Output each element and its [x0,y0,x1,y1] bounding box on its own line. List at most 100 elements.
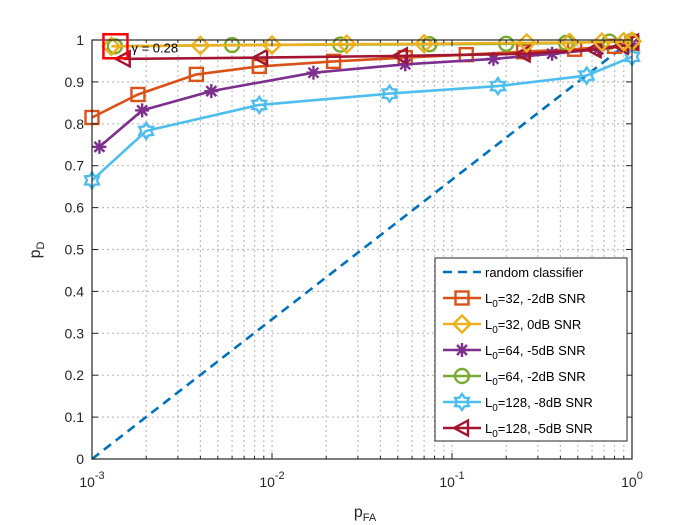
legend-label: L0=128, -8dB SNR [485,395,593,414]
hexagram-marker [380,83,399,104]
diamond-marker [413,33,435,54]
diamond-marker [101,36,122,57]
square-marker [188,66,205,83]
circle-marker [453,367,471,385]
legend-item: L0=64, -5dB SNR [443,343,586,362]
asterisk-stroke [307,66,320,79]
hexagram-marker [137,120,155,142]
triangle-left-marker [390,46,409,66]
asterisk-marker [545,46,560,61]
asterisk-marker [398,57,413,72]
legend-item: random classifier [443,265,584,280]
y-tick-label: 1 [76,32,84,48]
y-tick-label: 0.8 [65,116,85,132]
y-tick-label: 0.1 [65,409,85,425]
asterisk-stroke [93,140,106,153]
x-tick-label-base: 10 [439,474,455,490]
legend-item: L0=64, -2dB SNR [443,367,586,388]
hexagram-marker [453,391,471,413]
legend-label-main: L [485,291,492,306]
legend-label: L0=64, -2dB SNR [485,369,586,388]
legend-item: L0=128, -8dB SNR [443,391,593,414]
y-axis-label-sub: D [35,242,47,250]
legend-label: L0=32, 0dB SNR [485,317,581,336]
x-axis-label-sub: FA [363,512,377,524]
y-axis-label: pD [27,242,47,259]
square-marker [454,290,470,306]
x-tick-label: 10-2 [259,470,284,490]
legend-label-main: L [485,421,492,436]
annotation-highlight-box [102,33,129,60]
series-line [111,40,633,48]
diamond-marker [613,31,634,52]
x-tick-label-exponent: -3 [95,470,105,482]
y-tick-label: 0.6 [65,200,85,216]
legend-label-main: L [485,317,492,332]
asterisk-marker [204,84,219,99]
x-axis-label-main: p [354,504,363,521]
legend-label-rest: =32, 0dB SNR [498,317,581,332]
triangle-left-marker [513,44,531,64]
diamond-marker [451,313,473,335]
square-marker [325,53,342,70]
legend-label-main: L [485,395,492,410]
legend-label: L0=64, -5dB SNR [485,343,586,362]
y-tick-label: 0.9 [65,74,85,90]
series-layer [83,31,643,461]
asterisk-stroke [136,104,149,117]
hexagram-marker [577,65,596,86]
y-tick-label: 0.4 [65,283,85,299]
triangle-left-marker [250,48,269,68]
x-tick-label-exponent: -1 [455,470,465,482]
axis-labels: pFA pD [27,242,377,524]
x-tick-label-exponent: 0 [637,470,643,482]
asterisk-stroke [205,85,218,97]
y-tick-label: 0 [76,451,84,467]
legend-label-rest: =64, -5dB SNR [498,343,586,358]
legend-item: L0=32, 0dB SNR [443,313,581,336]
y-axis-label-main: p [27,249,44,258]
random-classifier-line [91,38,633,461]
asterisk-marker [135,103,150,118]
y-tick-label: 0.7 [65,158,85,174]
legend-label-sub: 0 [492,429,498,440]
legend-label-sub: 0 [492,325,498,336]
diamond-marker [591,31,613,53]
legend-item: L0=32, -2dB SNR [443,290,586,310]
x-tick-label-base: 10 [259,474,275,490]
axes-frame [91,39,633,460]
legend-item: L0=128, -5dB SNR [443,418,593,440]
x-tick-label-base: 10 [621,474,637,490]
y-tick-label: 0.2 [65,367,85,383]
legend-label-main: L [485,343,492,358]
series-6 [113,32,640,69]
legend-label-main: L [485,369,492,384]
triangle-left-marker [113,49,131,69]
legend-label-sub: 0 [492,403,498,414]
legend-label-rest: =64, -2dB SNR [498,369,586,384]
x-axis-label: pFA [354,504,377,524]
diamond-marker [261,34,283,56]
hexagram-marker [489,75,507,97]
asterisk-stroke [399,58,412,71]
diamond-marker [190,35,211,56]
asterisk-marker [455,343,469,357]
series-line [91,55,633,182]
square-marker [130,86,146,103]
legend-label: L0=128, -5dB SNR [485,421,593,440]
series-line [123,40,633,61]
legend-label-sub: 0 [492,377,498,388]
diamond-marker [336,33,357,55]
triangle-left-marker [451,418,470,438]
asterisk-marker [306,65,321,80]
x-tick-label-exponent: -2 [275,470,285,482]
asterisk-marker [92,139,107,154]
y-tick-label: 0.3 [65,325,85,341]
x-tick-label: 10-1 [439,470,464,490]
legend-label-rest: =128, -8dB SNR [498,395,593,410]
x-tick-label: 100 [621,470,643,490]
legend-label: random classifier [485,265,584,280]
